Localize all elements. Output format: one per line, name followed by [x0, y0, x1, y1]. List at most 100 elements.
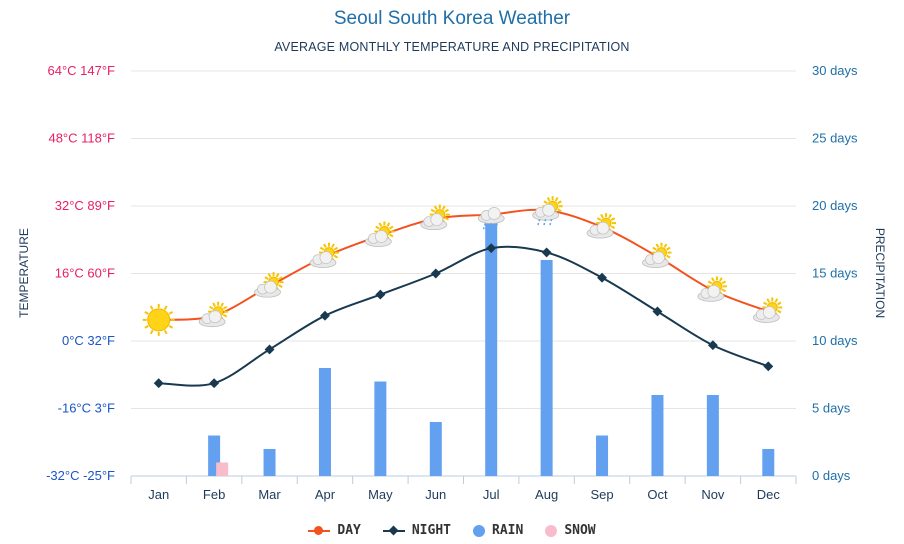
- chart-legend: DAY NIGHT RAIN SNOW: [0, 523, 904, 538]
- left-tick-label: 0°C 32°F: [62, 333, 115, 348]
- rain-bar: [762, 449, 774, 476]
- sun-ray: [601, 214, 603, 217]
- sun-ray: [223, 315, 226, 317]
- rain-marker: [473, 525, 485, 537]
- partly-cloudy-icon: [642, 243, 671, 268]
- right-tick-label: 5 days: [812, 401, 851, 416]
- sun-ray: [556, 198, 558, 201]
- sun-ray: [777, 302, 780, 304]
- sun-ray: [767, 299, 769, 302]
- sun-ray: [277, 273, 279, 276]
- x-tick-label: Aug: [535, 487, 558, 502]
- x-tick-label: Mar: [258, 487, 281, 502]
- sun-ray: [777, 310, 780, 312]
- legend-item-rain[interactable]: RAIN: [473, 523, 523, 538]
- partly-cloudy-icon: [365, 222, 394, 247]
- sun-ray: [722, 289, 725, 291]
- cloud-puff: [597, 222, 609, 234]
- partly-cloudy-icon: [698, 276, 727, 301]
- night-point: [320, 311, 330, 321]
- sun-ray: [320, 248, 323, 250]
- sun-ray: [209, 307, 212, 309]
- sun-ray: [223, 307, 226, 309]
- sun-ray: [151, 306, 153, 309]
- cloud-puff: [320, 252, 332, 264]
- sun-ray: [611, 226, 614, 228]
- x-tick-label: Feb: [203, 487, 225, 502]
- rain-bar: [707, 395, 719, 476]
- night-point: [708, 340, 718, 350]
- sun-ray: [334, 256, 337, 258]
- left-tick-label: -32°C -25°F: [46, 468, 115, 483]
- cloud-puff: [708, 285, 720, 297]
- partly-cloudy-icon: [587, 213, 616, 238]
- day-line: [159, 210, 769, 320]
- sun-ray: [165, 330, 167, 333]
- partly-cloudy-icon: [421, 205, 450, 230]
- sun-ray: [145, 312, 148, 314]
- cloud-puff: [265, 281, 277, 293]
- sun-ray: [611, 218, 614, 220]
- legend-item-night[interactable]: NIGHT: [383, 523, 451, 538]
- legend-label-snow: SNOW: [564, 523, 595, 538]
- left-tick-label: 16°C 60°F: [55, 266, 115, 281]
- x-tick-label: Nov: [701, 487, 725, 502]
- x-tick-label: Oct: [647, 487, 668, 502]
- x-tick-label: Jul: [483, 487, 500, 502]
- night-point: [209, 378, 219, 388]
- sun-ray: [775, 299, 777, 302]
- partly-cloudy-icon: [310, 243, 339, 268]
- sun-ray: [279, 285, 282, 287]
- right-tick-label: 25 days: [812, 131, 858, 146]
- left-tick-label: -16°C 3°F: [58, 401, 115, 416]
- night-point: [653, 307, 663, 317]
- sun-ray: [165, 306, 167, 309]
- x-tick-label: Sep: [590, 487, 613, 502]
- night-point: [154, 378, 164, 388]
- sun-disc: [148, 309, 170, 331]
- right-tick-label: 20 days: [812, 198, 858, 213]
- sun-ray: [722, 281, 725, 283]
- sun-ray: [145, 326, 148, 328]
- cloud-puff: [431, 214, 443, 226]
- sun-ray: [609, 214, 611, 217]
- rain-drop: [538, 219, 540, 226]
- left-tick-label: 32°C 89°F: [55, 198, 115, 213]
- rain-bar: [319, 368, 331, 476]
- legend-item-snow[interactable]: SNOW: [545, 523, 595, 538]
- legend-label-rain: RAIN: [492, 523, 523, 538]
- night-point: [597, 273, 607, 283]
- night-point: [763, 361, 773, 371]
- sun-ray: [708, 281, 711, 283]
- legend-label-day: DAY: [337, 523, 360, 538]
- sun-ray: [656, 244, 658, 247]
- x-tick-label: Jan: [148, 487, 169, 502]
- sun-ray: [431, 210, 434, 212]
- sun-ray: [221, 303, 223, 306]
- right-tick-label: 30 days: [812, 63, 858, 78]
- rain-bar: [430, 422, 442, 476]
- sun-ray: [387, 223, 389, 226]
- rain-bar: [374, 382, 386, 477]
- right-tick-label: 0 days: [812, 468, 851, 483]
- sun-ray: [390, 235, 393, 237]
- snow-bar: [216, 463, 228, 477]
- night-point: [542, 247, 552, 257]
- rain-bar: [541, 260, 553, 476]
- legend-item-day[interactable]: DAY: [308, 523, 360, 538]
- sun-ray: [334, 248, 337, 250]
- left-axis-title: TEMPERATURE: [17, 228, 31, 318]
- sun-ray: [332, 244, 334, 247]
- x-tick-label: Apr: [315, 487, 336, 502]
- right-axis-title: PRECIPITATION: [873, 228, 887, 318]
- rain-bar: [485, 220, 497, 477]
- partly-cloudy-icon: [199, 302, 228, 327]
- day-line-marker: [308, 530, 330, 532]
- sun-ray: [720, 278, 722, 281]
- rain-bar: [596, 436, 608, 477]
- sun-ray: [597, 218, 600, 220]
- night-line-marker: [383, 530, 405, 532]
- snow-marker: [545, 525, 557, 537]
- x-tick-label: May: [368, 487, 393, 502]
- left-tick-label: 64°C 147°F: [48, 63, 116, 78]
